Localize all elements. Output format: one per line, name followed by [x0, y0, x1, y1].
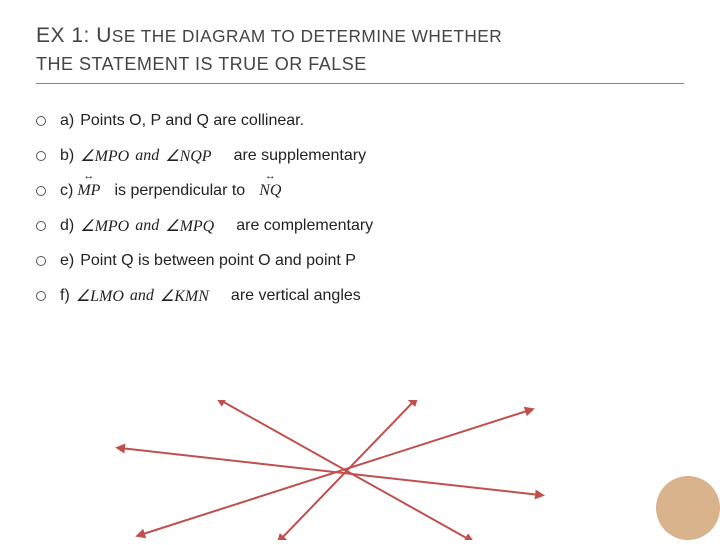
angle-mpo: ∠MPO: [80, 146, 129, 166]
bullet-icon: [36, 221, 46, 231]
statement-list: a) Points O, P and Q are collinear. b) ∠…: [36, 112, 684, 306]
title-line-1: EX 1: USE THE DIAGRAM TO DETERMINE WHETH…: [36, 24, 684, 48]
item-e-text: Point Q is between point O and point P: [80, 252, 356, 270]
angle-mpq: ∠MPQ: [165, 216, 214, 236]
item-d-after: are complementary: [236, 217, 373, 235]
item-b-label: b): [60, 147, 74, 165]
title-block: EX 1: USE THE DIAGRAM TO DETERMINE WHETH…: [36, 24, 684, 84]
segment-nq: NQ: [259, 182, 281, 200]
angle-mpo-2: ∠MPO: [80, 216, 129, 236]
item-e: e) Point Q is between point O and point …: [36, 252, 684, 270]
item-a-text: Points O, P and Q are collinear.: [80, 112, 304, 130]
item-c-mid: is perpendicular to: [114, 182, 245, 200]
accent-circle-icon: [656, 476, 720, 540]
bullet-icon: [36, 116, 46, 126]
item-a-label: a): [60, 112, 74, 130]
segment-mp: MP: [77, 182, 100, 200]
bullet-icon: [36, 186, 46, 196]
and-text: and: [135, 217, 159, 235]
title-prefix: EX 1: U: [36, 24, 112, 47]
item-a: a) Points O, P and Q are collinear.: [36, 112, 684, 130]
item-d: d) ∠MPO and ∠MPQ are complementary: [36, 216, 684, 236]
angle-nqp: ∠NQP: [165, 146, 211, 166]
angle-lmo: ∠LMO: [76, 286, 124, 306]
item-f-after: are vertical angles: [231, 287, 361, 305]
item-f-label: f): [60, 287, 70, 305]
item-b-after: are supplementary: [234, 147, 367, 165]
line-diagram: [110, 400, 550, 540]
and-text: and: [135, 147, 159, 165]
item-f: f) ∠LMO and ∠KMN are vertical angles: [36, 286, 684, 306]
and-text: and: [130, 287, 154, 305]
diagram-svg: [110, 400, 550, 540]
angle-kmn: ∠KMN: [160, 286, 209, 306]
bullet-icon: [36, 291, 46, 301]
bullet-icon: [36, 151, 46, 161]
item-d-label: d): [60, 217, 74, 235]
item-b: b) ∠MPO and ∠NQP are supplementary: [36, 146, 684, 166]
item-c-label: c): [60, 182, 73, 200]
title-line-2: THE STATEMENT IS TRUE OR FALSE: [36, 54, 684, 75]
item-e-label: e): [60, 252, 74, 270]
bullet-icon: [36, 256, 46, 266]
item-c: c) MP is perpendicular to NQ: [36, 182, 684, 200]
title-small: SE THE DIAGRAM TO DETERMINE WHETHER: [112, 26, 502, 46]
